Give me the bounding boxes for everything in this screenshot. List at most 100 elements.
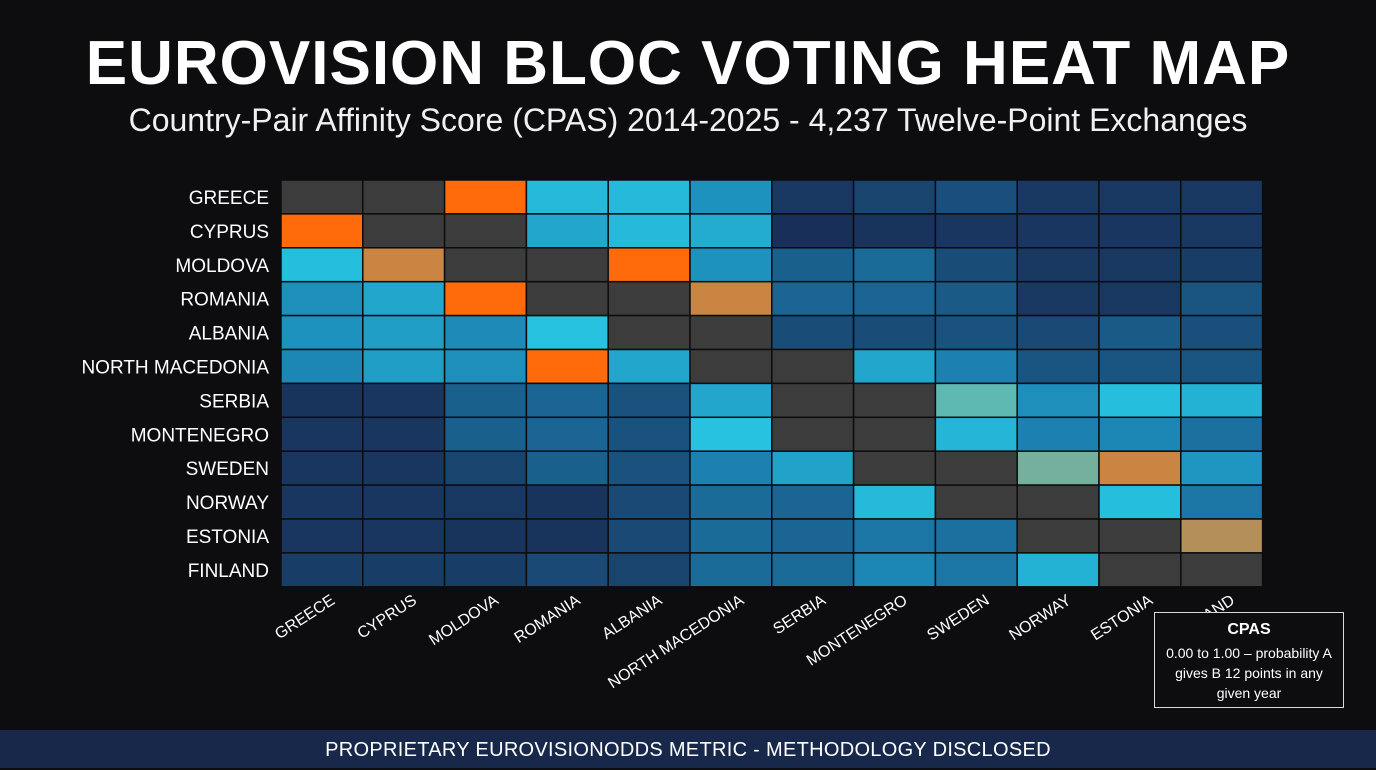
heatmap-cell-finland-to-sweden	[934, 552, 1018, 588]
heatmap-cell-north-macedonia-to-finland	[1180, 348, 1264, 385]
heatmap-cell-romania-to-montenegro	[852, 280, 937, 317]
heatmap-cell-romania-to-albania	[607, 280, 691, 317]
heatmap-cell-moldova-to-sweden	[934, 247, 1018, 283]
column-label: GREECE	[272, 592, 338, 643]
heatmap-cell-montenegro-to-albania	[607, 416, 691, 452]
heatmap-cell-sweden-to-moldova	[443, 450, 528, 486]
heatmap-cell-albania-to-cyprus	[362, 314, 446, 351]
legend-title: CPAS	[1227, 621, 1271, 638]
heatmap-cell-greece-to-moldova	[443, 179, 528, 215]
row-label: NORWAY	[186, 493, 269, 514]
heatmap-cell-sweden-to-sweden	[934, 450, 1018, 486]
heatmap-cell-montenegro-to-greece	[280, 416, 364, 452]
heatmap-cell-north-macedonia-to-norway	[1016, 348, 1100, 385]
heatmap-cell-norway-to-north-macedonia	[689, 484, 773, 520]
heatmap-cell-finland-to-estonia	[1098, 552, 1182, 588]
heatmap-cell-estonia-to-cyprus	[362, 518, 446, 554]
heatmap-cell-romania-to-sweden	[934, 280, 1018, 317]
heatmap-cell-albania-to-estonia	[1098, 314, 1182, 351]
heatmap-cell-estonia-to-north-macedonia	[689, 518, 773, 554]
heatmap-cell-estonia-to-albania	[607, 518, 691, 554]
heatmap-cell-montenegro-to-north-macedonia	[689, 416, 773, 452]
heatmap-cell-romania-to-norway	[1016, 280, 1100, 317]
heatmap-cell-albania-to-finland	[1180, 314, 1264, 351]
heatmap-cell-serbia-to-montenegro	[852, 382, 937, 419]
heatmap-cell-greece-to-norway	[1016, 179, 1100, 215]
chart-title: EUROVISION BLOC VOTING HEAT MAP	[85, 29, 1291, 98]
row-label: MOLDOVA	[175, 256, 269, 277]
heatmap-cell-moldova-to-norway	[1016, 247, 1100, 283]
heatmap-cell-moldova-to-serbia	[771, 247, 855, 283]
column-label: SERBIA	[770, 592, 829, 638]
heatmap-cell-norway-to-sweden	[934, 484, 1018, 520]
row-label: GREECE	[189, 188, 269, 209]
heatmap-cell-finland-to-romania	[525, 552, 609, 588]
row-label: SERBIA	[199, 391, 269, 412]
heatmap-cell-finland-to-north-macedonia	[689, 552, 773, 588]
heatmap-cell-sweden-to-cyprus	[362, 450, 446, 486]
heatmap-cell-estonia-to-estonia	[1098, 518, 1182, 554]
column-label: MOLDOVA	[426, 592, 502, 649]
heatmap-cell-north-macedonia-to-north-macedonia	[689, 348, 773, 385]
heatmap-cell-norway-to-albania	[607, 484, 691, 520]
heatmap-cell-sweden-to-estonia	[1098, 450, 1182, 486]
heatmap-cell-finland-to-albania	[607, 552, 691, 588]
heatmap-cell-montenegro-to-norway	[1016, 416, 1100, 452]
heatmap-cell-greece-to-north-macedonia	[689, 179, 773, 215]
heatmap-cell-cyprus-to-estonia	[1098, 213, 1182, 249]
heatmap-cell-montenegro-to-sweden	[934, 416, 1018, 452]
heatmap-cell-cyprus-to-romania	[525, 213, 609, 249]
heatmap-cell-greece-to-cyprus	[362, 179, 446, 215]
heatmap-cell-serbia-to-moldova	[443, 382, 528, 419]
heatmap-cell-sweden-to-serbia	[771, 450, 855, 486]
heatmap-cell-finland-to-serbia	[771, 552, 855, 588]
heatmap-cell-greece-to-finland	[1180, 179, 1264, 215]
legend-description: 0.00 to 1.00 – probability A gives B 12 …	[1166, 645, 1332, 701]
heatmap-cell-north-macedonia-to-cyprus	[362, 348, 446, 385]
heatmap-cell-greece-to-serbia	[771, 179, 855, 215]
heatmap-cell-sweden-to-greece	[280, 450, 364, 486]
heatmap-cell-albania-to-romania	[525, 314, 609, 351]
heatmap-cell-cyprus-to-cyprus	[362, 213, 446, 249]
heatmap-cell-norway-to-finland	[1180, 484, 1264, 520]
heatmap-cell-norway-to-norway	[1016, 484, 1100, 520]
heatmap-cell-north-macedonia-to-greece	[280, 348, 364, 385]
heatmap-cell-cyprus-to-montenegro	[852, 213, 937, 249]
heatmap-cell-albania-to-montenegro	[852, 314, 937, 351]
column-label: ROMANIA	[512, 592, 584, 647]
heatmap-cell-moldova-to-montenegro	[852, 247, 937, 283]
heatmap-cell-estonia-to-norway	[1016, 518, 1100, 554]
heatmap-cell-romania-to-estonia	[1098, 280, 1182, 317]
heatmap-cell-serbia-to-north-macedonia	[689, 382, 773, 419]
heatmap-cell-north-macedonia-to-albania	[607, 348, 691, 385]
heatmap-cell-sweden-to-norway	[1016, 450, 1100, 486]
heatmap-cell-moldova-to-moldova	[443, 247, 528, 283]
heatmap-cell-estonia-to-finland	[1180, 518, 1264, 554]
heatmap-cell-romania-to-serbia	[771, 280, 855, 317]
heatmap-cell-finland-to-cyprus	[362, 552, 446, 588]
heatmap-cell-moldova-to-albania	[607, 247, 691, 283]
column-label: SWEDEN	[924, 592, 992, 645]
heatmap-cell-romania-to-romania	[525, 280, 609, 317]
heatmap-cell-norway-to-greece	[280, 484, 364, 520]
heatmap-cell-norway-to-cyprus	[362, 484, 446, 520]
heatmap-cell-north-macedonia-to-sweden	[934, 348, 1018, 385]
heatmap-cell-montenegro-to-moldova	[443, 416, 528, 452]
heatmap-cell-norway-to-serbia	[771, 484, 855, 520]
heatmap-cell-sweden-to-north-macedonia	[689, 450, 773, 486]
heatmap-cell-cyprus-to-finland	[1180, 213, 1264, 249]
heatmap-cell-norway-to-estonia	[1098, 484, 1182, 520]
heatmap-cell-greece-to-romania	[525, 179, 609, 215]
heatmap-cell-serbia-to-serbia	[771, 382, 855, 419]
heatmap-cell-estonia-to-serbia	[771, 518, 855, 554]
heatmap-cell-romania-to-finland	[1180, 280, 1264, 317]
heatmap-cell-serbia-to-albania	[607, 382, 691, 419]
heatmap-cell-north-macedonia-to-moldova	[443, 348, 528, 385]
heatmap-cell-finland-to-norway	[1016, 552, 1100, 588]
row-label: CYPRUS	[190, 222, 269, 243]
heatmap-cell-greece-to-greece	[280, 179, 364, 215]
row-label: ROMANIA	[180, 290, 269, 311]
heatmap-cell-albania-to-albania	[607, 314, 691, 351]
heatmap-cell-moldova-to-north-macedonia	[689, 247, 773, 283]
